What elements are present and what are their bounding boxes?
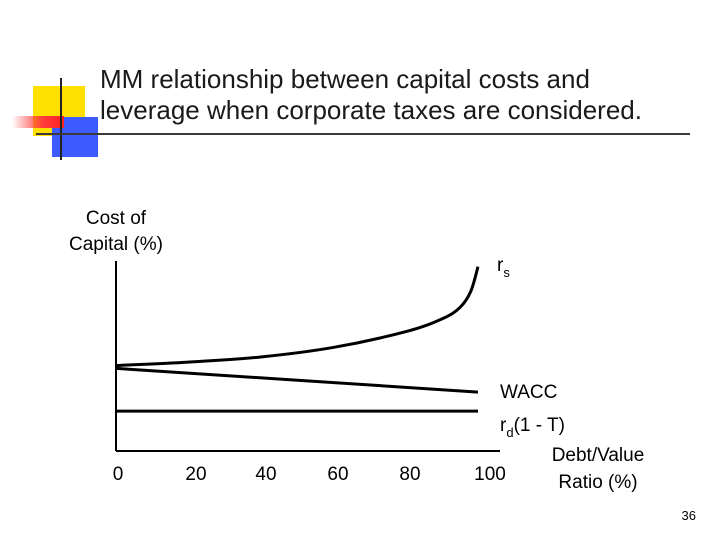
y-axis-label-line2: Capital (%) xyxy=(69,234,163,255)
x-tick-label: 40 xyxy=(255,464,276,485)
slide-title: MM relationship between capital costs an… xyxy=(100,64,642,125)
decor-red-bar xyxy=(12,116,64,128)
x-tick-label: 20 xyxy=(185,464,206,485)
x-tick-label: 0 xyxy=(113,464,124,485)
series-line-rs xyxy=(115,266,480,367)
series-label-rd: rd(1 - T) xyxy=(500,415,565,440)
page-number: 36 xyxy=(681,508,696,523)
x-axis-label-line2: Ratio (%) xyxy=(558,472,637,493)
decor-vertical-line xyxy=(60,78,62,160)
y-axis-label-line1: Cost of xyxy=(86,208,147,229)
x-tick-label: 60 xyxy=(327,464,348,485)
series-label-rs: rs xyxy=(497,255,510,280)
x-tick-label: 100 xyxy=(474,464,506,485)
x-tick-label: 80 xyxy=(399,464,420,485)
x-axis-label-line1: Debt/Value xyxy=(552,445,645,466)
series-line-wacc xyxy=(115,366,479,394)
series-label-wacc: WACC xyxy=(500,382,557,403)
title-underline xyxy=(36,133,690,135)
